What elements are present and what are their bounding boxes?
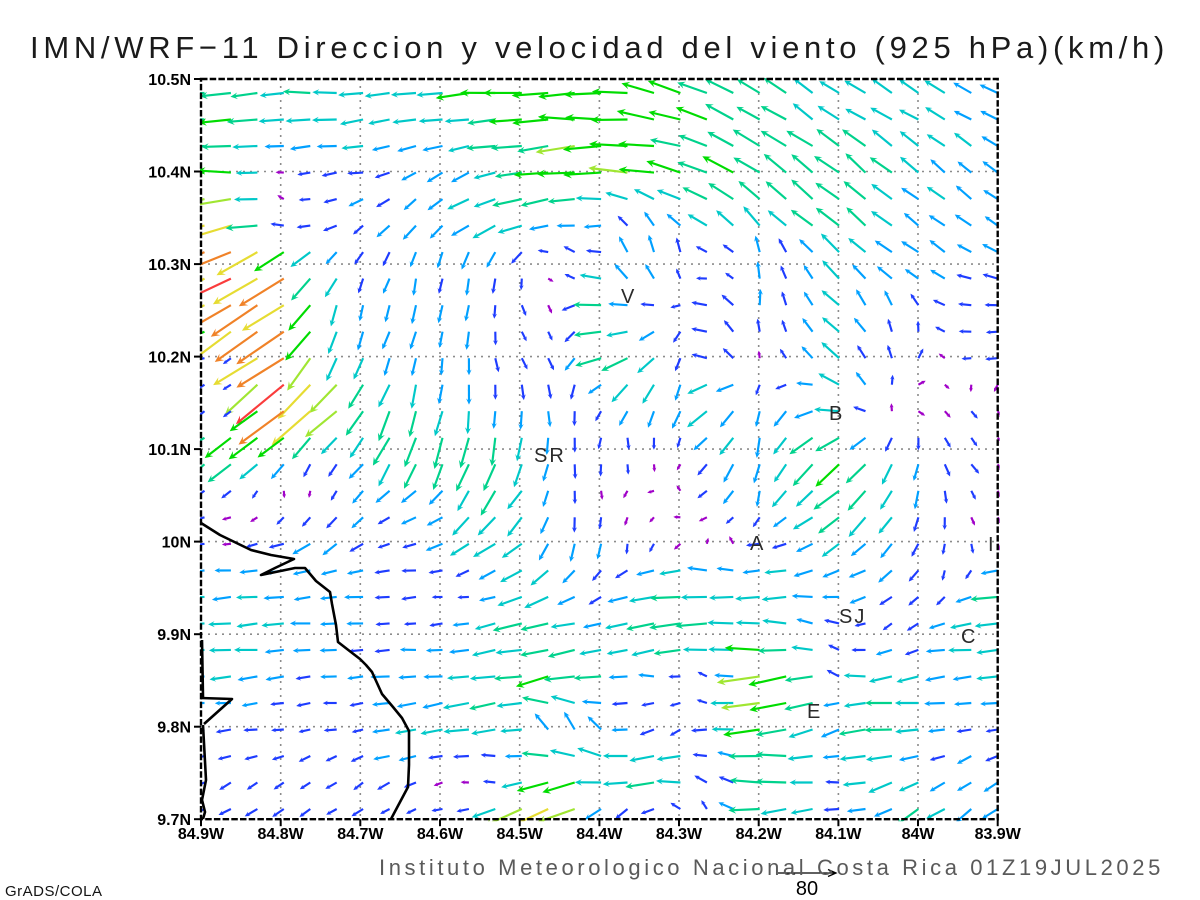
svg-text:10N: 10N bbox=[162, 535, 191, 552]
svg-text:10.1N: 10.1N bbox=[148, 442, 191, 459]
svg-text:I: I bbox=[988, 534, 996, 556]
svg-text:84.1W: 84.1W bbox=[815, 826, 862, 843]
svg-text:83.9W: 83.9W bbox=[975, 826, 1022, 843]
svg-text:10.5N: 10.5N bbox=[148, 72, 191, 89]
svg-text:B: B bbox=[829, 403, 844, 425]
svg-text:9.7N: 9.7N bbox=[157, 812, 191, 829]
svg-text:84.6W: 84.6W bbox=[417, 826, 464, 843]
svg-text:C: C bbox=[961, 626, 977, 648]
svg-text:9.8N: 9.8N bbox=[157, 720, 191, 737]
svg-text:9.9N: 9.9N bbox=[157, 627, 191, 644]
svg-text:10.4N: 10.4N bbox=[148, 165, 191, 182]
svg-text:84.9W: 84.9W bbox=[178, 826, 225, 843]
svg-text:84W: 84W bbox=[902, 826, 936, 843]
svg-text:V: V bbox=[621, 286, 636, 308]
svg-text:84.3W: 84.3W bbox=[656, 826, 703, 843]
svg-text:80: 80 bbox=[796, 878, 818, 900]
svg-text:10.2N: 10.2N bbox=[148, 350, 191, 367]
svg-text:84.8W: 84.8W bbox=[258, 826, 305, 843]
svg-text:10.3N: 10.3N bbox=[148, 257, 191, 274]
svg-text:84.7W: 84.7W bbox=[337, 826, 384, 843]
svg-text:84.2W: 84.2W bbox=[736, 826, 783, 843]
svg-text:E: E bbox=[807, 701, 822, 723]
svg-text:SJ: SJ bbox=[839, 606, 866, 628]
svg-text:84.5W: 84.5W bbox=[497, 826, 544, 843]
svg-text:84.4W: 84.4W bbox=[576, 826, 623, 843]
svg-text:SR: SR bbox=[534, 445, 566, 467]
svg-text:A: A bbox=[750, 533, 765, 555]
